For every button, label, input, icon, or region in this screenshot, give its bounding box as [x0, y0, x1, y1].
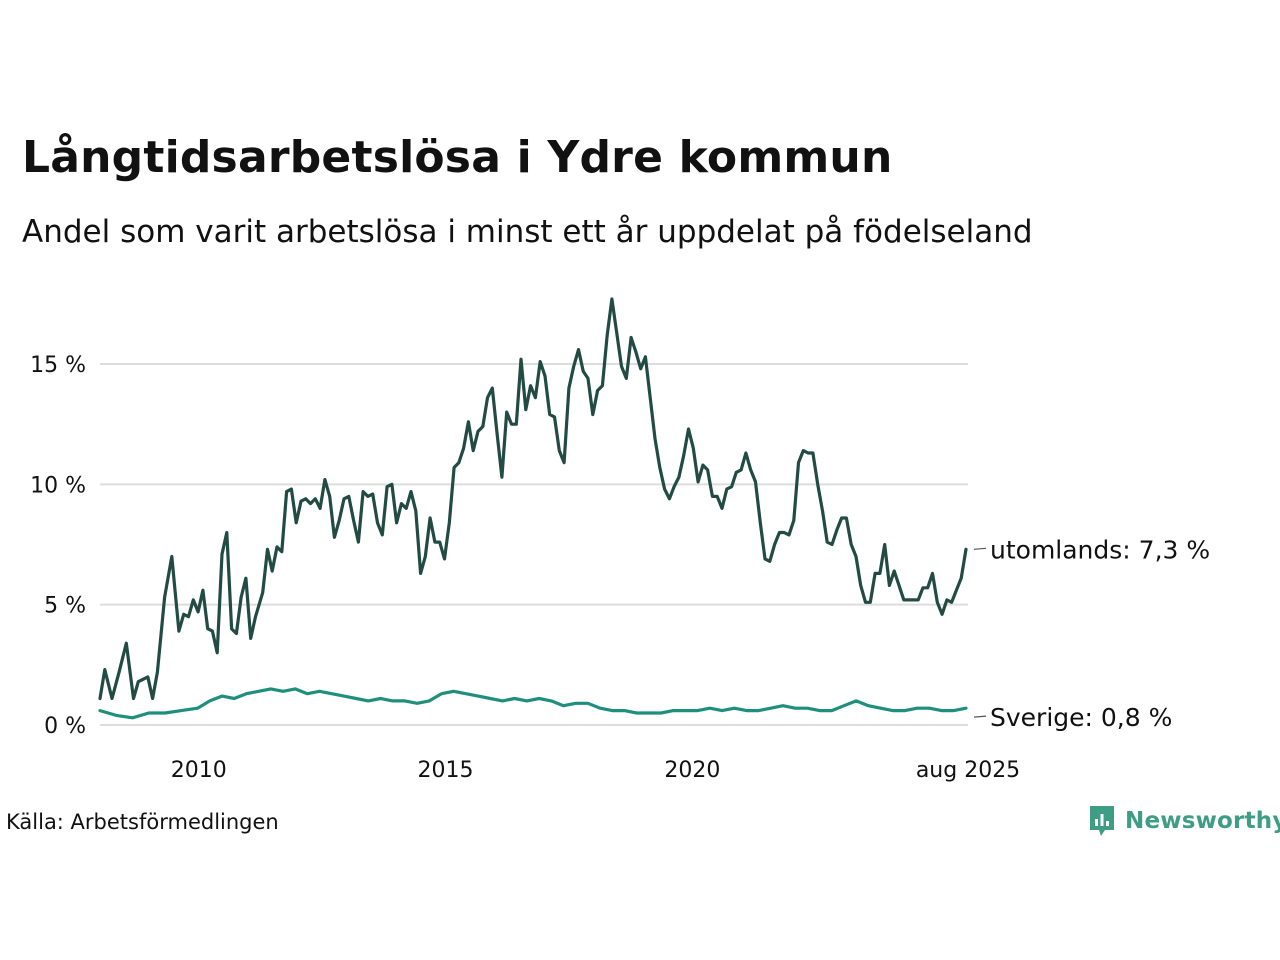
end-label-sverige: Sverige: 0,8 % [990, 703, 1172, 732]
y-tick-label: 5 % [44, 594, 86, 619]
series-line-utomlands [98, 297, 968, 701]
x-tick-label: 2010 [171, 758, 227, 783]
end-label-connector [973, 715, 987, 718]
x-tick-label: 2020 [664, 758, 720, 783]
series-line-sverige [98, 687, 968, 720]
x-axis-ticks: 2010 2015 2020 aug 2025 [171, 758, 1020, 783]
y-tick-label: 15 % [30, 353, 86, 378]
source-note: Källa: Arbetsförmedlingen [6, 810, 279, 834]
gridlines [100, 363, 968, 726]
end-label-connector [973, 547, 987, 550]
y-tick-label: 10 % [30, 473, 86, 498]
x-tick-label: aug 2025 [916, 758, 1020, 783]
x-tick-label: 2015 [418, 758, 474, 783]
chart-subtitle: Andel som varit arbetslösa i minst ett å… [22, 214, 1033, 250]
brand-name: Newsworthy [1125, 808, 1280, 834]
newsworthy-logo: Newsworthy [1088, 804, 1280, 838]
y-axis-ticks: 0 % 5 % 10 % 15 % [30, 353, 86, 739]
newsworthy-logo-icon [1090, 806, 1114, 836]
chart-title: Långtidsarbetslösa i Ydre kommun [22, 132, 893, 183]
y-tick-label: 0 % [44, 714, 86, 739]
series-end-labels: utomlands: 7,3 % Sverige: 0,8 % [973, 535, 1210, 732]
end-label-utomlands: utomlands: 7,3 % [990, 535, 1210, 564]
series-lines [98, 297, 968, 720]
